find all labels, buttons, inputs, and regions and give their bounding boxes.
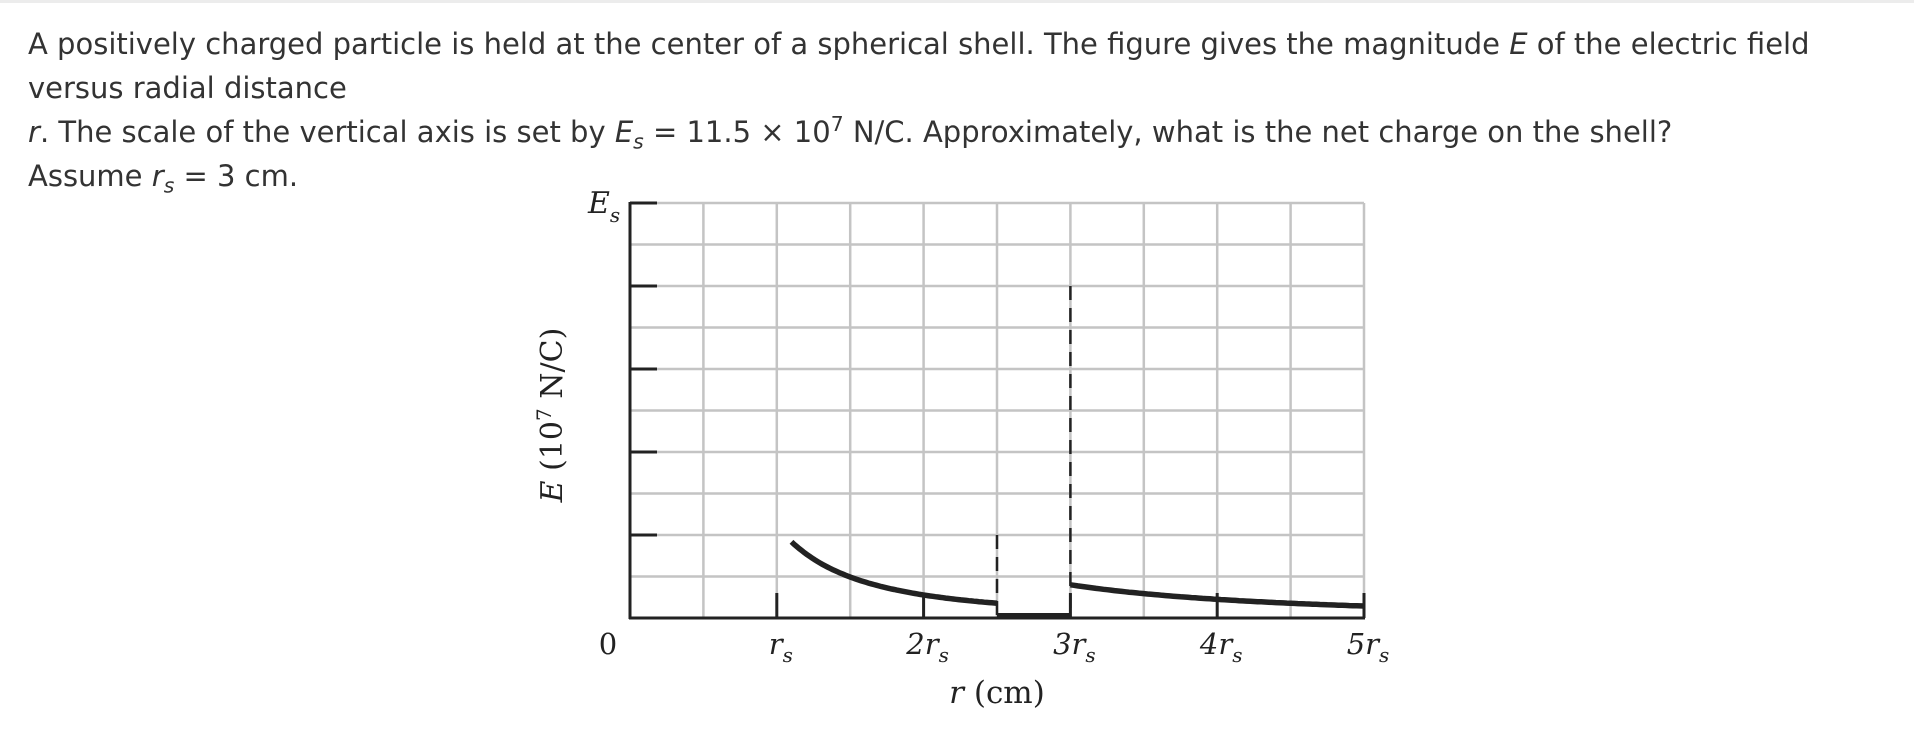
top-divider: [0, 0, 1914, 3]
outer-field-curve: [1070, 582, 1365, 609]
x-tick-label: 5rs: [1347, 627, 1390, 667]
question-line-3: Assume rs = 3 cm.: [28, 159, 299, 198]
x-tick-label: 2rs: [905, 627, 949, 667]
y-axis-title: E (107 N/C): [532, 328, 570, 504]
chart-labels: 0 rs 2rs 3rs 4rs 5rs Es r (cm) E (107 N/C): [532, 186, 1389, 711]
question-text: A positively charged particle is held at…: [28, 22, 1888, 198]
chart-curves: [789, 286, 1365, 619]
question-line-1: A positively charged particle is held at…: [28, 27, 1810, 105]
x-tick-label: 0: [599, 627, 617, 661]
chart-grid: [628, 201, 1366, 620]
x-tick-label: 3rs: [1053, 627, 1096, 667]
x-tick-label: rs: [769, 627, 793, 667]
y-top-label: Es: [587, 186, 620, 227]
x-axis-title: r (cm): [949, 675, 1045, 711]
x-tick-label: 4rs: [1199, 627, 1243, 667]
question-line-2: r. The scale of the vertical axis is set…: [28, 111, 1673, 154]
inner-field-curve: [789, 539, 998, 606]
